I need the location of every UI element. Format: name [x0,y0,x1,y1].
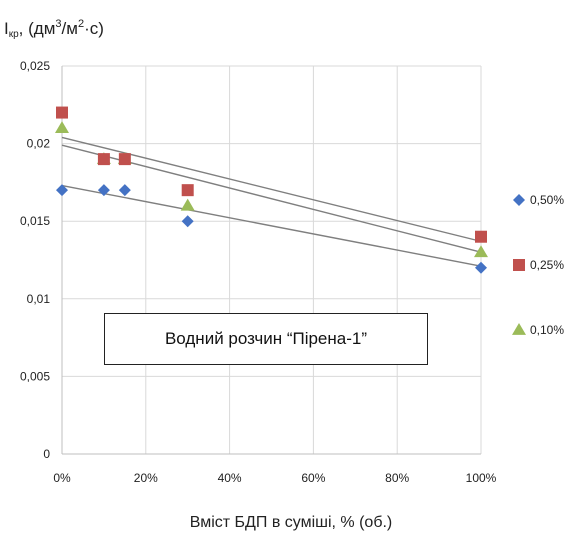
y-tick-label: 0,005 [20,369,50,383]
legend-marker [513,259,525,271]
data-point [180,198,195,211]
data-point [55,121,69,133]
legend-label: 0,10% [530,323,564,337]
data-point [181,215,194,228]
x-tick-label: 100% [466,471,497,485]
trendline [61,136,482,243]
data-point [97,184,110,197]
legend-label: 0,25% [530,258,564,272]
legend-marker [512,323,526,335]
x-tick-label: 0% [53,471,71,485]
x-tick-label: 80% [385,471,409,485]
data-point [97,153,110,166]
data-point [56,184,68,197]
y-axis-label: Iкр, (дм3/м2·с) [4,18,104,40]
y-tick-label: 0,02 [27,137,51,151]
trendline [61,144,482,253]
data-point [474,245,488,258]
data-point [181,184,194,197]
legend-marker [513,194,525,206]
data-point [475,261,487,274]
x-tick-label: 40% [218,471,242,485]
y-tick-label: 0,015 [20,214,50,228]
data-point [118,153,131,166]
y-tick-label: 0,01 [27,292,51,306]
x-axis-label: Вміст БДП в суміші, % (об.) [189,514,393,531]
data-point [118,184,131,197]
y-tick-label: 0,025 [20,59,50,73]
data-point [475,230,487,243]
annotation-text: Водний розчин “Пірена-1” [164,329,368,348]
legend-label: 0,50% [530,193,564,207]
x-tick-label: 60% [301,471,325,485]
x-tick-label: 20% [134,471,158,485]
y-tick-label: 0 [43,447,50,461]
annotation-box: Водний розчин “Пірена-1” [104,313,428,365]
trendline [61,184,482,267]
data-point [56,106,68,119]
